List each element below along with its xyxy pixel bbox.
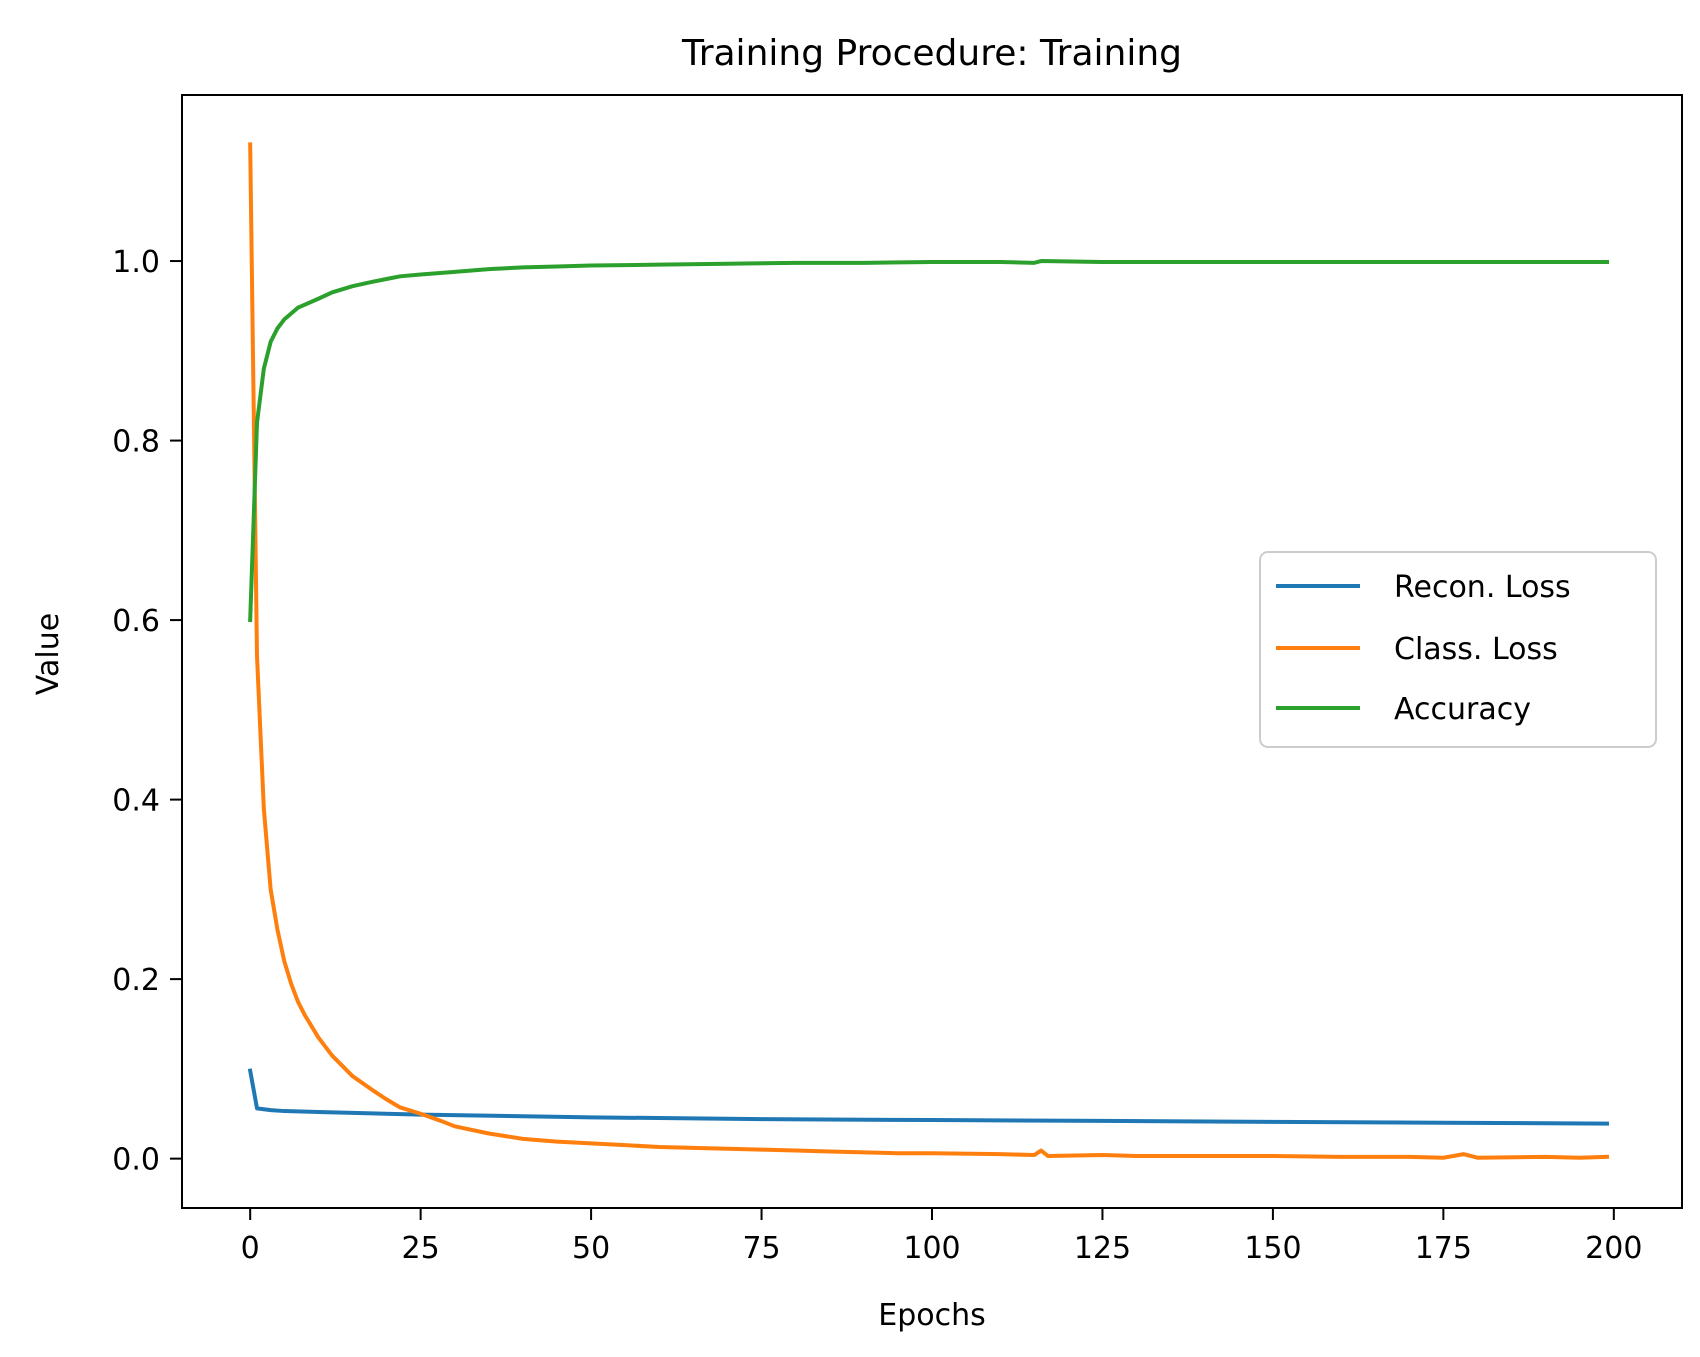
- x-axis-label: Epochs: [878, 1298, 986, 1333]
- x-axis-ticks: 0 25 50 75 100 125 150 175 200: [241, 1208, 1642, 1266]
- legend-box: [1259, 551, 1657, 748]
- chart-title: Training Procedure: Training: [681, 33, 1182, 74]
- x-tick-label: 0: [241, 1231, 260, 1266]
- x-tick-label: 150: [1244, 1231, 1301, 1266]
- x-tick-label: 200: [1585, 1231, 1642, 1266]
- y-tick-label: 0.2: [112, 963, 160, 998]
- x-tick-label: 75: [742, 1231, 780, 1266]
- x-tick-label: 25: [402, 1231, 440, 1266]
- legend: Recon. Loss Class. Loss Accuracy: [1259, 551, 1657, 748]
- y-axis-ticks: 0.0 0.2 0.4 0.6 0.8 1.0: [112, 245, 182, 1178]
- x-tick-label: 50: [572, 1231, 610, 1266]
- legend-label-recon-loss: Recon. Loss: [1394, 570, 1571, 605]
- y-axis-label: Value: [31, 613, 66, 695]
- x-tick-label: 100: [903, 1231, 960, 1266]
- legend-label-class-loss: Class. Loss: [1394, 632, 1558, 667]
- y-tick-label: 0.6: [112, 604, 160, 639]
- x-tick-label: 125: [1074, 1231, 1131, 1266]
- y-tick-label: 0.4: [112, 784, 160, 819]
- series-line-recon-loss: [247, 1068, 1610, 1126]
- y-tick-label: 1.0: [112, 245, 160, 280]
- legend-label-accuracy: Accuracy: [1394, 692, 1531, 727]
- series-line-class-loss: [248, 142, 1610, 1160]
- series-line-accuracy: [248, 259, 1609, 623]
- series-lines: [247, 142, 1610, 1160]
- y-tick-label: 0.8: [112, 425, 160, 460]
- x-tick-label: 175: [1415, 1231, 1472, 1266]
- plot-frame: [181, 94, 1683, 1209]
- y-tick-label: 0.0: [112, 1143, 160, 1178]
